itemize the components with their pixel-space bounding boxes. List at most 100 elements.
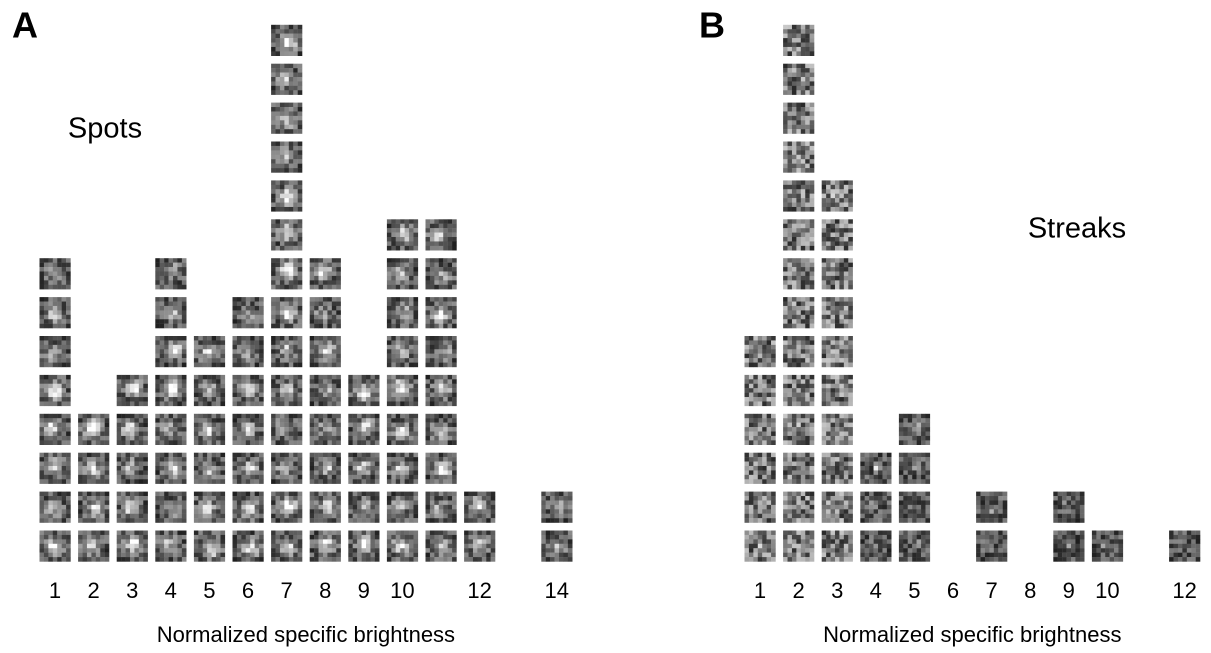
pixel <box>563 509 568 514</box>
pixel <box>53 315 58 320</box>
pixel <box>173 271 178 276</box>
pixel <box>541 544 546 549</box>
pixel <box>100 479 105 484</box>
pixel <box>271 111 276 116</box>
pixel <box>413 354 418 359</box>
pixel <box>40 479 45 484</box>
pixel <box>319 436 324 441</box>
pixel <box>753 505 758 510</box>
pixel <box>276 453 281 458</box>
pixel <box>289 64 294 69</box>
pixel <box>327 276 332 281</box>
pixel <box>443 228 448 233</box>
pixel <box>491 496 496 501</box>
pixel <box>332 302 337 307</box>
pixel <box>810 453 815 458</box>
pixel <box>426 224 431 229</box>
pixel <box>126 548 131 553</box>
pixel <box>443 349 448 354</box>
pixel <box>405 241 410 246</box>
pixel <box>452 470 457 475</box>
pixel <box>366 548 371 553</box>
pixel <box>155 324 160 329</box>
pixel <box>182 432 187 437</box>
pixel <box>298 466 303 471</box>
pixel <box>443 462 448 467</box>
pixel <box>426 440 431 445</box>
tile <box>233 492 264 523</box>
pixel <box>430 224 435 229</box>
pixel <box>139 462 144 467</box>
tile <box>387 492 418 523</box>
pixel <box>289 432 294 437</box>
pixel <box>173 544 178 549</box>
pixel <box>284 462 289 467</box>
pixel <box>783 423 788 428</box>
pixel <box>452 297 457 302</box>
pixel <box>91 548 96 553</box>
pixel <box>284 90 289 95</box>
pixel <box>237 466 242 471</box>
pixel <box>391 228 396 233</box>
pixel <box>44 440 49 445</box>
pixel <box>280 233 285 238</box>
pixel <box>362 401 367 406</box>
pixel <box>57 500 62 505</box>
pixel <box>207 440 212 445</box>
pixel <box>293 263 298 268</box>
pixel <box>336 363 341 368</box>
pixel <box>443 492 448 497</box>
pixel <box>169 397 174 402</box>
pixel <box>796 535 801 540</box>
pixel <box>405 310 410 315</box>
pixel <box>289 388 294 393</box>
pixel <box>271 194 276 199</box>
pixel <box>430 219 435 224</box>
pixel <box>164 354 169 359</box>
tile <box>194 375 225 406</box>
pixel <box>310 336 315 341</box>
pixel <box>40 258 45 263</box>
pixel <box>207 475 212 480</box>
pixel <box>452 219 457 224</box>
pixel <box>259 544 264 549</box>
pixel <box>801 492 806 497</box>
pixel <box>237 363 242 368</box>
pixel <box>164 258 169 263</box>
pixel <box>289 51 294 56</box>
pixel <box>241 548 246 553</box>
tile <box>271 414 302 445</box>
pixel <box>762 514 767 519</box>
pixel <box>246 423 251 428</box>
pixel <box>271 336 276 341</box>
pixel <box>332 310 337 315</box>
pixel <box>387 379 392 384</box>
pixel <box>48 276 53 281</box>
pixel <box>271 25 276 30</box>
pixel <box>362 557 367 562</box>
pixel <box>452 539 457 544</box>
pixel <box>298 47 303 52</box>
pixel <box>749 427 754 432</box>
pixel <box>426 263 431 268</box>
pixel <box>280 271 285 276</box>
pixel <box>413 384 418 389</box>
pixel <box>87 539 92 544</box>
pixel <box>250 319 255 324</box>
pixel <box>280 77 285 82</box>
pixel <box>126 535 131 540</box>
pixel <box>155 363 160 368</box>
pixel <box>464 518 469 523</box>
pixel <box>100 496 105 501</box>
pixel <box>405 397 410 402</box>
pixel <box>348 388 353 393</box>
pixel <box>452 548 457 553</box>
pixel <box>293 146 298 151</box>
pixel <box>783 418 788 423</box>
pixel <box>216 548 221 553</box>
pixel <box>139 535 144 540</box>
pixel <box>298 103 303 108</box>
pixel <box>126 557 131 562</box>
pixel <box>745 531 750 536</box>
pixel <box>293 466 298 471</box>
